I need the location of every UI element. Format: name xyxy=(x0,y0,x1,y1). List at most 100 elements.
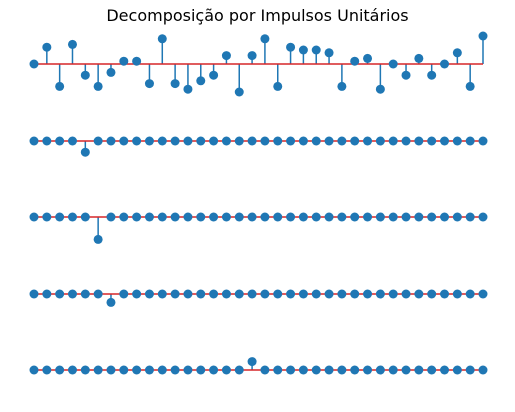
stem-marker xyxy=(478,136,488,146)
stem-marker xyxy=(170,212,180,222)
stem-marker xyxy=(67,136,77,146)
stem-marker xyxy=(427,136,437,146)
stem-marker xyxy=(157,136,167,146)
stem-marker xyxy=(247,212,257,222)
stem-marker xyxy=(337,136,347,146)
stem-marker xyxy=(234,289,244,299)
stem-marker xyxy=(260,34,270,44)
stem-marker xyxy=(478,212,488,222)
stem-marker xyxy=(401,136,411,146)
stem-marker xyxy=(93,136,103,146)
stem-marker xyxy=(170,365,180,375)
stem-marker xyxy=(337,212,347,222)
stem-marker xyxy=(311,365,321,375)
stem-marker xyxy=(440,136,450,146)
stem-marker xyxy=(119,136,129,146)
stem-marker xyxy=(209,136,219,146)
stem-marker xyxy=(196,289,206,299)
panel-1 xyxy=(29,31,488,97)
stem-marker xyxy=(42,365,52,375)
stem-marker xyxy=(324,212,334,222)
stem-marker xyxy=(401,365,411,375)
stem-marker xyxy=(273,365,283,375)
stem-marker xyxy=(170,79,180,89)
stem-marker xyxy=(144,79,154,89)
stem-marker xyxy=(324,48,334,58)
panel-2 xyxy=(29,136,488,157)
stem-marker xyxy=(247,289,257,299)
stem-marker xyxy=(388,59,398,69)
stem-marker xyxy=(311,45,321,55)
stem-marker xyxy=(196,76,206,86)
stem-marker xyxy=(144,289,154,299)
stem-marker xyxy=(93,365,103,375)
stem-marker xyxy=(93,81,103,91)
chart-title: Decomposição por Impulsos Unitários xyxy=(106,6,409,25)
stem-marker xyxy=(273,81,283,91)
stem-marker xyxy=(29,365,39,375)
stem-marker xyxy=(298,136,308,146)
stem-marker xyxy=(209,212,219,222)
stem-marker xyxy=(157,289,167,299)
stem-marker xyxy=(414,289,424,299)
stem-marker xyxy=(286,365,296,375)
stem-marker xyxy=(93,234,103,244)
stem-marker xyxy=(209,70,219,80)
stem-marker xyxy=(183,365,193,375)
stem-marker xyxy=(234,136,244,146)
stem-marker xyxy=(55,289,65,299)
stem-marker xyxy=(157,365,167,375)
stem-marker xyxy=(478,289,488,299)
stem-marker xyxy=(234,365,244,375)
stem-marker xyxy=(452,365,462,375)
stem-marker xyxy=(132,56,142,66)
stem-marker xyxy=(42,289,52,299)
stem-marker xyxy=(119,365,129,375)
panel-5 xyxy=(29,357,488,375)
stem-marker xyxy=(401,70,411,80)
stem-marker xyxy=(221,212,231,222)
stem-marker xyxy=(55,365,65,375)
stem-marker xyxy=(401,289,411,299)
stem-marker xyxy=(183,136,193,146)
stem-marker xyxy=(106,136,116,146)
stem-marker xyxy=(42,42,52,52)
stem-marker xyxy=(324,365,334,375)
stem-marker xyxy=(119,289,129,299)
stem-marker xyxy=(337,81,347,91)
stem-marker xyxy=(106,212,116,222)
stem-marker xyxy=(157,212,167,222)
stem-marker xyxy=(452,212,462,222)
stem-marker xyxy=(55,136,65,146)
stem-marker xyxy=(401,212,411,222)
stem-marker xyxy=(375,136,385,146)
stem-marker xyxy=(427,70,437,80)
stem-marker xyxy=(427,212,437,222)
stem-marker xyxy=(106,365,116,375)
stem-marker xyxy=(119,212,129,222)
stem-marker xyxy=(465,365,475,375)
stem-marker xyxy=(29,136,39,146)
stem-marker xyxy=(452,48,462,58)
stem-marker xyxy=(414,365,424,375)
panel-4 xyxy=(29,289,488,307)
stem-marker xyxy=(286,212,296,222)
stem-marker xyxy=(452,289,462,299)
stem-marker xyxy=(375,289,385,299)
stem-marker xyxy=(388,289,398,299)
stem-marker xyxy=(144,365,154,375)
stem-marker xyxy=(465,81,475,91)
stem-marker xyxy=(132,136,142,146)
stem-marker xyxy=(465,212,475,222)
stem-marker xyxy=(42,136,52,146)
stem-marker xyxy=(478,365,488,375)
stem-marker xyxy=(80,365,90,375)
stem-marker xyxy=(286,42,296,52)
stem-marker xyxy=(132,212,142,222)
stem-marker xyxy=(106,297,116,307)
stem-marker xyxy=(465,289,475,299)
stem-marker xyxy=(350,56,360,66)
stem-marker xyxy=(221,136,231,146)
stem-marker xyxy=(80,289,90,299)
